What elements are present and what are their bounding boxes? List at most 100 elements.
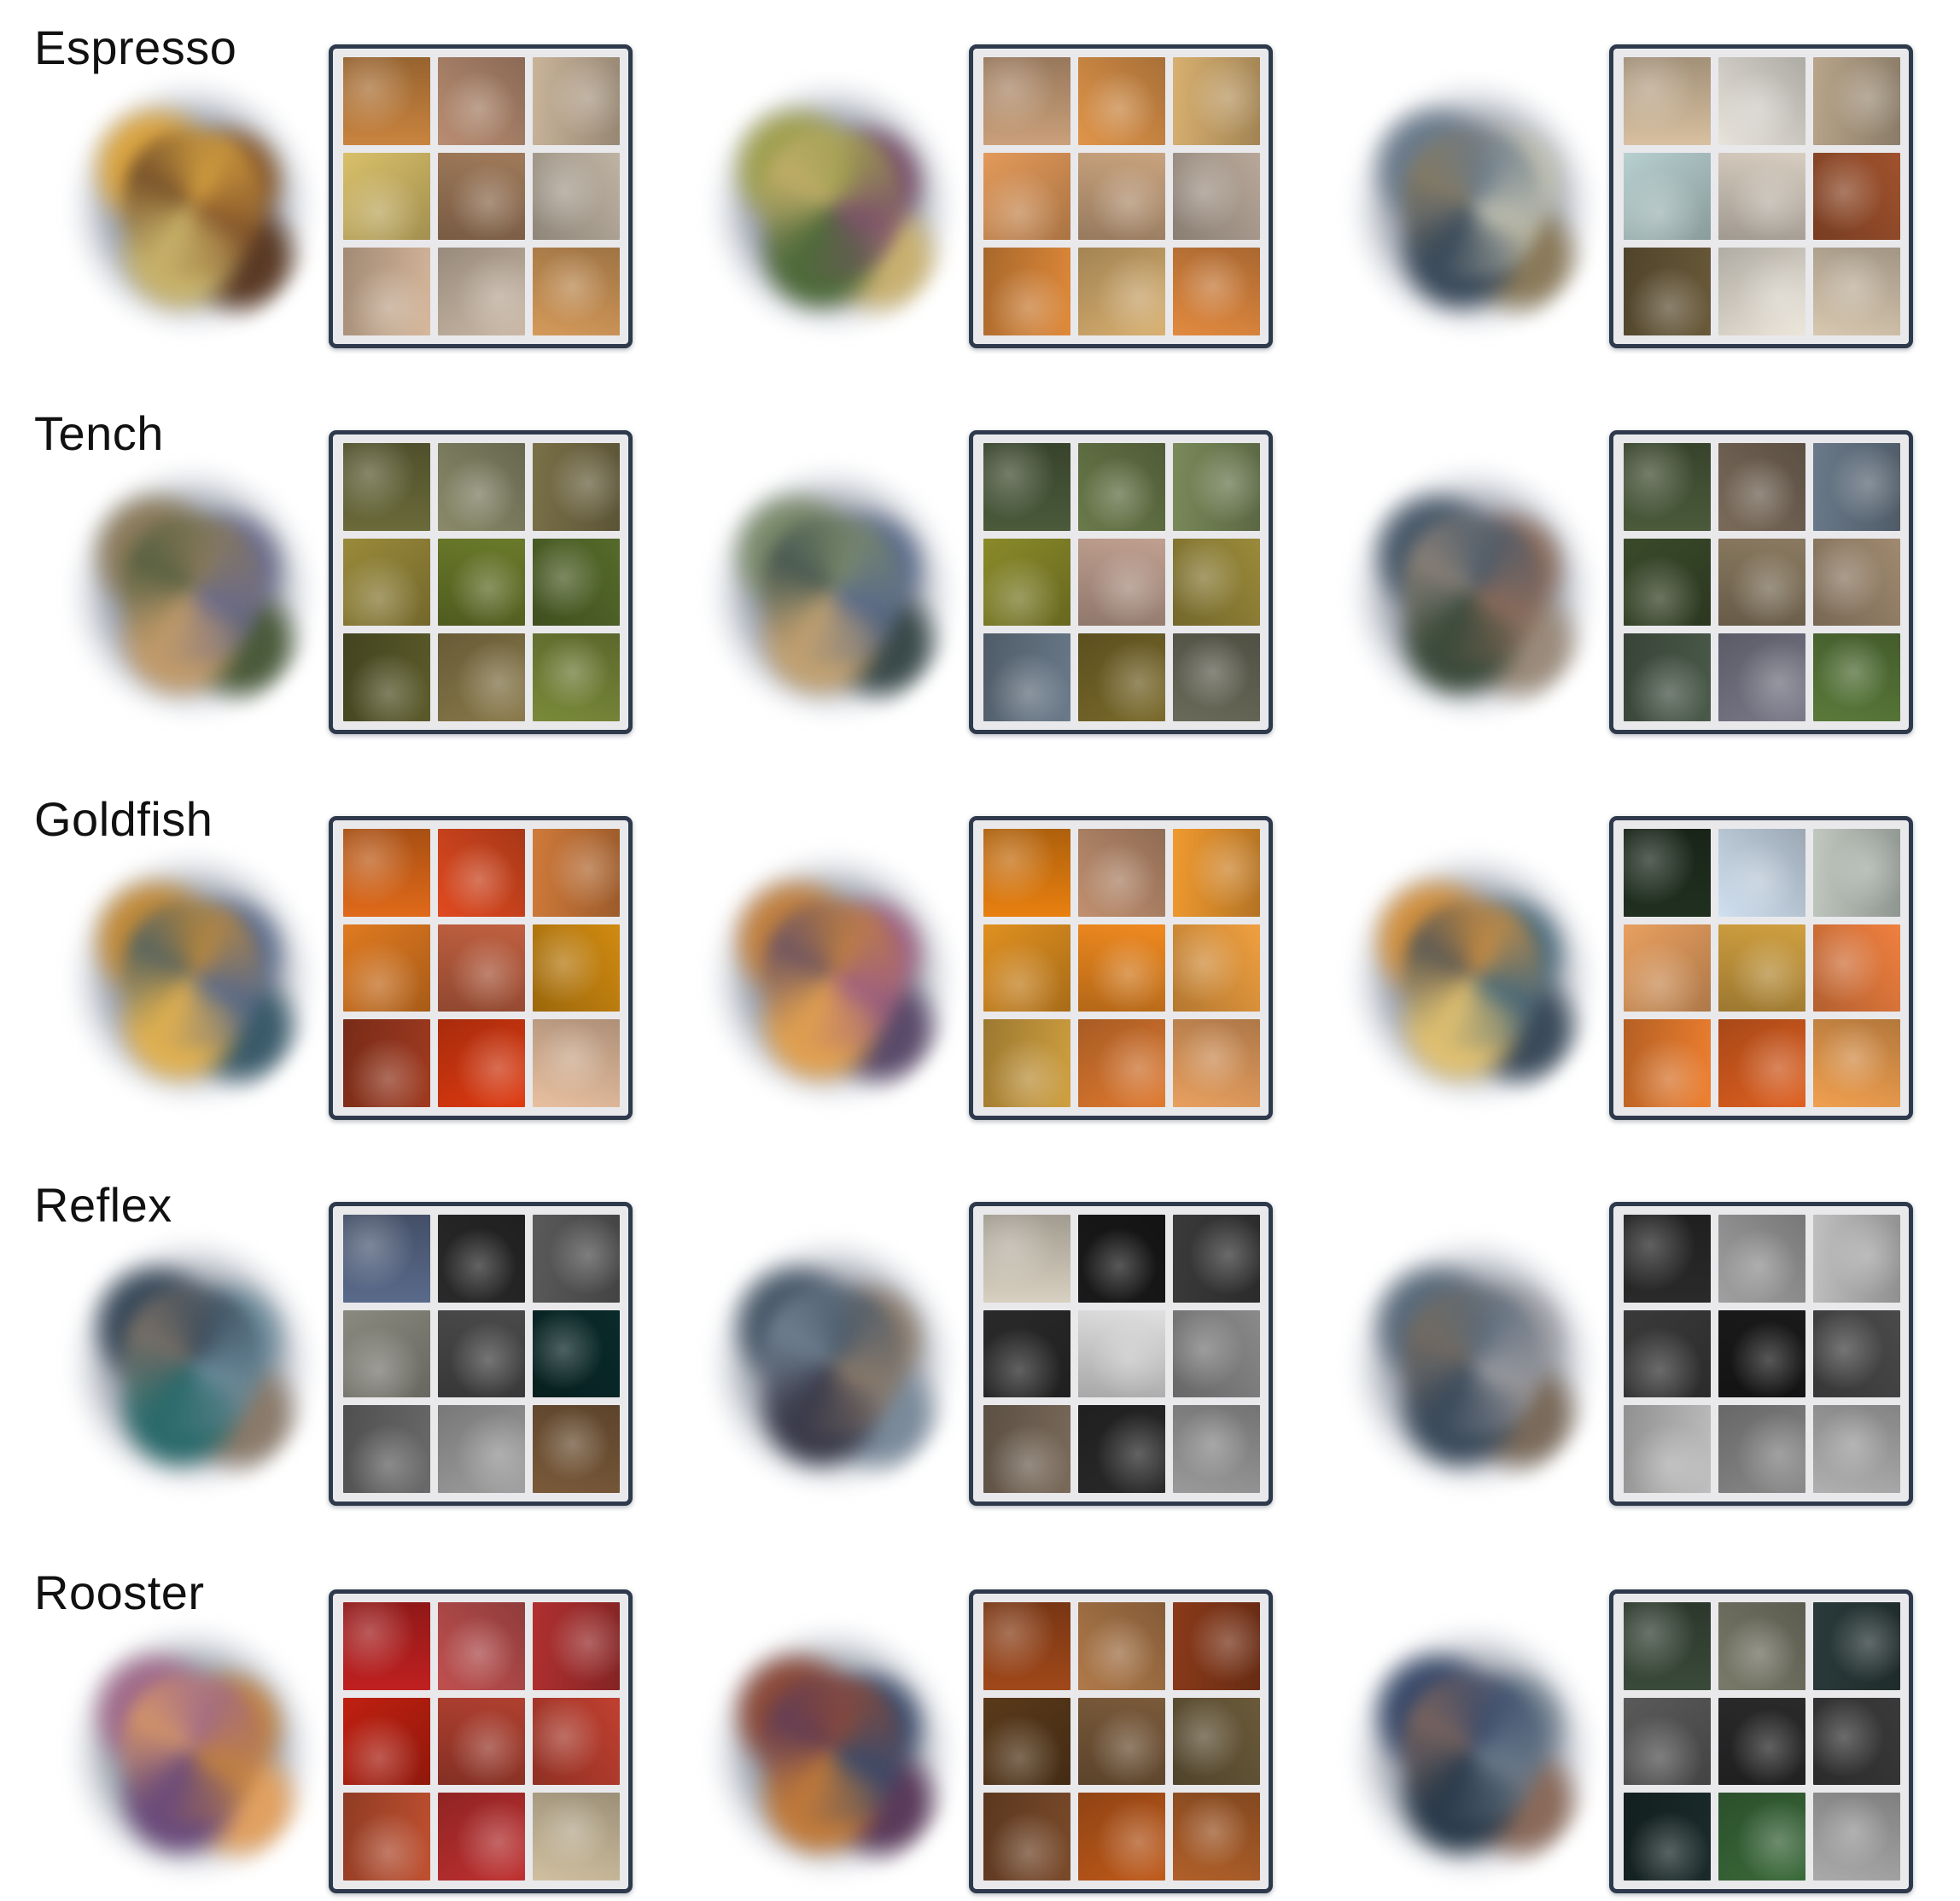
dataset-examples-grid-tench-2 bbox=[969, 430, 1273, 734]
example-image-tile bbox=[343, 248, 430, 335]
example-image-tile bbox=[1078, 538, 1165, 627]
example-image-tile bbox=[533, 57, 620, 145]
example-image-tile bbox=[438, 1019, 525, 1107]
example-image-tile bbox=[1718, 829, 1805, 917]
example-image-tile bbox=[1078, 152, 1165, 241]
example-image-tile bbox=[343, 1793, 430, 1881]
example-image-tile bbox=[1624, 924, 1711, 1012]
example-image-tile bbox=[1624, 1215, 1711, 1303]
example-image-tile bbox=[438, 57, 525, 145]
feature-visualization-core bbox=[1403, 901, 1543, 1050]
dataset-examples-grid-espresso-2 bbox=[969, 44, 1273, 348]
dataset-examples-grid-tench-3 bbox=[1609, 430, 1913, 734]
feature-visualization-core bbox=[762, 1675, 902, 1823]
example-image-tile bbox=[343, 152, 430, 241]
example-image-tile bbox=[1718, 152, 1805, 241]
example-image-tile bbox=[343, 1309, 430, 1398]
example-image-tile bbox=[983, 924, 1070, 1012]
example-image-tile bbox=[1718, 538, 1805, 627]
dataset-examples-grid-goldfish-3 bbox=[1609, 816, 1913, 1120]
example-image-tile bbox=[343, 57, 430, 145]
feature-visualization-core bbox=[122, 1287, 262, 1436]
feature-visualization-core bbox=[122, 516, 262, 664]
example-image-tile bbox=[1173, 1697, 1260, 1786]
row-label-goldfish: Goldfish bbox=[34, 792, 213, 846]
example-image-tile bbox=[1173, 1215, 1260, 1303]
dataset-examples-grid-tench-1 bbox=[329, 430, 633, 734]
dataset-examples-grid-espresso-3 bbox=[1609, 44, 1913, 348]
example-image-tile bbox=[1624, 829, 1711, 917]
example-image-tile bbox=[438, 1309, 525, 1398]
example-image-tile bbox=[1173, 1793, 1260, 1881]
example-image-tile bbox=[1718, 1215, 1805, 1303]
feature-visualization-reflex-2 bbox=[709, 1236, 956, 1492]
example-image-tile bbox=[1718, 443, 1805, 531]
example-image-tile bbox=[983, 1602, 1070, 1690]
example-image-tile bbox=[438, 1697, 525, 1786]
example-image-tile bbox=[1813, 924, 1900, 1012]
row-label-tench: Tench bbox=[34, 406, 164, 460]
example-image-tile bbox=[1718, 1019, 1805, 1107]
example-image-tile bbox=[1078, 248, 1165, 335]
example-image-tile bbox=[983, 248, 1070, 335]
example-image-tile bbox=[1813, 1697, 1900, 1786]
feature-visualization-tench-2 bbox=[709, 464, 956, 720]
example-image-tile bbox=[1718, 1405, 1805, 1493]
example-image-tile bbox=[1173, 633, 1260, 721]
example-image-tile bbox=[983, 1215, 1070, 1303]
feature-visualization-core bbox=[1403, 516, 1543, 664]
example-image-tile bbox=[533, 538, 620, 627]
example-image-tile bbox=[983, 829, 1070, 917]
example-image-tile bbox=[1078, 57, 1165, 145]
example-image-tile bbox=[1718, 1697, 1805, 1786]
example-image-tile bbox=[343, 1215, 430, 1303]
example-image-tile bbox=[1173, 924, 1260, 1012]
example-image-tile bbox=[438, 1215, 525, 1303]
example-image-tile bbox=[983, 57, 1070, 145]
feature-visualization-core bbox=[762, 130, 902, 278]
example-image-tile bbox=[533, 829, 620, 917]
example-image-tile bbox=[1813, 443, 1900, 531]
example-image-tile bbox=[438, 1405, 525, 1493]
dataset-examples-grid-rooster-2 bbox=[969, 1589, 1273, 1893]
example-image-tile bbox=[1173, 1019, 1260, 1107]
example-image-tile bbox=[1813, 1215, 1900, 1303]
example-image-tile bbox=[983, 1019, 1070, 1107]
example-image-tile bbox=[343, 1602, 430, 1690]
example-image-tile bbox=[1624, 1793, 1711, 1881]
example-image-tile bbox=[343, 924, 430, 1012]
feature-visualization-reflex-1 bbox=[68, 1236, 316, 1492]
feature-visualization-core bbox=[762, 901, 902, 1050]
example-image-tile bbox=[1813, 1793, 1900, 1881]
example-image-tile bbox=[1078, 633, 1165, 721]
example-image-tile bbox=[1813, 1309, 1900, 1398]
example-image-tile bbox=[1718, 1309, 1805, 1398]
example-image-tile bbox=[438, 633, 525, 721]
dataset-examples-grid-espresso-1 bbox=[329, 44, 633, 348]
example-image-tile bbox=[983, 1309, 1070, 1398]
example-image-tile bbox=[533, 152, 620, 241]
feature-visualization-rooster-1 bbox=[68, 1624, 316, 1880]
example-image-tile bbox=[1078, 1405, 1165, 1493]
example-image-tile bbox=[1813, 248, 1900, 335]
dataset-examples-grid-rooster-3 bbox=[1609, 1589, 1913, 1893]
feature-visualization-core bbox=[122, 130, 262, 278]
example-image-tile bbox=[438, 829, 525, 917]
example-image-tile bbox=[1718, 248, 1805, 335]
example-image-tile bbox=[438, 248, 525, 335]
dataset-examples-grid-reflex-2 bbox=[969, 1202, 1273, 1506]
example-image-tile bbox=[533, 1309, 620, 1398]
example-image-tile bbox=[1718, 1793, 1805, 1881]
example-image-tile bbox=[983, 633, 1070, 721]
example-image-tile bbox=[1813, 1405, 1900, 1493]
example-image-tile bbox=[1624, 1019, 1711, 1107]
feature-visualization-tench-1 bbox=[68, 464, 316, 720]
example-image-tile bbox=[533, 248, 620, 335]
example-image-tile bbox=[1624, 1697, 1711, 1786]
feature-visualization-espresso-3 bbox=[1349, 79, 1596, 335]
example-image-tile bbox=[1624, 443, 1711, 531]
example-image-tile bbox=[438, 924, 525, 1012]
example-image-tile bbox=[533, 1602, 620, 1690]
example-image-tile bbox=[1078, 1019, 1165, 1107]
feature-visualization-tench-3 bbox=[1349, 464, 1596, 720]
